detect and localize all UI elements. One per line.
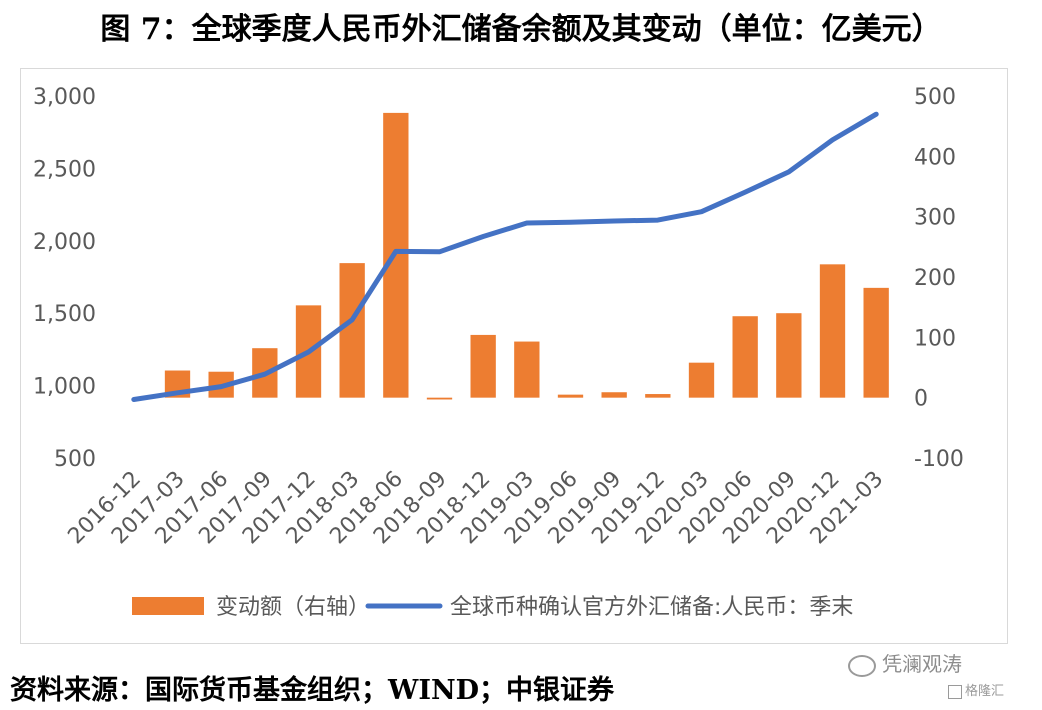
change-bar	[426, 397, 453, 400]
change-bar	[776, 313, 802, 398]
left-tick-label: 1,000	[33, 375, 96, 400]
chart-frame	[20, 68, 1008, 644]
right-tick-label: 500	[914, 85, 956, 110]
source-note: 资料来源：国际货币基金组织；WIND；中银证券	[10, 675, 615, 706]
right-tick-label: 300	[914, 206, 956, 231]
legend-line-label: 全球币种确认官方外汇储备:人民币：季末	[450, 595, 853, 620]
legend-bar-label: 变动额（右轴）	[216, 595, 370, 620]
change-bar	[732, 316, 758, 398]
reserve-chart: 500 1,000 1,500 2,000 2,500 3,000 -100 0 100 200…	[33, 85, 964, 620]
chart-legend: 变动额（右轴） 全球币种确认官方外汇储备:人民币：季末	[132, 595, 853, 620]
change-bar	[470, 334, 496, 398]
change-bar	[863, 287, 889, 398]
right-tick-label: 200	[914, 266, 956, 291]
change-bar	[601, 392, 627, 398]
watermark-secondary: 格隆汇	[948, 680, 1004, 699]
left-axis-ticks: 500 1,000 1,500 2,000 2,500 3,000	[33, 85, 96, 472]
wechat-icon	[848, 654, 876, 677]
left-tick-label: 3,000	[33, 85, 96, 110]
change-bar	[339, 263, 365, 398]
change-bar	[645, 394, 671, 398]
left-tick-label: 500	[54, 447, 96, 472]
change-bar	[514, 341, 540, 398]
left-tick-label: 2,500	[33, 157, 96, 182]
legend-bar-swatch	[132, 597, 204, 615]
left-tick-label: 2,000	[33, 230, 96, 255]
change-bar	[819, 264, 846, 398]
left-tick-label: 1,500	[33, 302, 96, 327]
x-axis-ticks: 2016-122017-032017-062017-092017-122018-…	[63, 467, 888, 550]
right-tick-label: 100	[914, 326, 956, 351]
change-bar	[688, 362, 715, 398]
right-axis-ticks: -100 0 100 200 300 400 500	[914, 85, 964, 472]
watermark-secondary-text: 格隆汇	[965, 684, 1005, 699]
change-bars	[164, 112, 889, 400]
reserve-line	[131, 111, 879, 402]
watermark: 凭澜观涛	[848, 648, 962, 677]
watermark-text: 凭澜观涛	[882, 652, 962, 676]
right-tick-label: 0	[914, 387, 928, 412]
change-bar	[557, 394, 584, 398]
figure-title: 图 7：全球季度人民币外汇储备余额及其变动（单位：亿美元）	[100, 12, 942, 47]
gelonghui-icon	[948, 684, 962, 699]
reserve-line-path	[131, 111, 879, 402]
right-tick-label: 400	[914, 145, 956, 170]
right-tick-label: -100	[914, 447, 964, 472]
